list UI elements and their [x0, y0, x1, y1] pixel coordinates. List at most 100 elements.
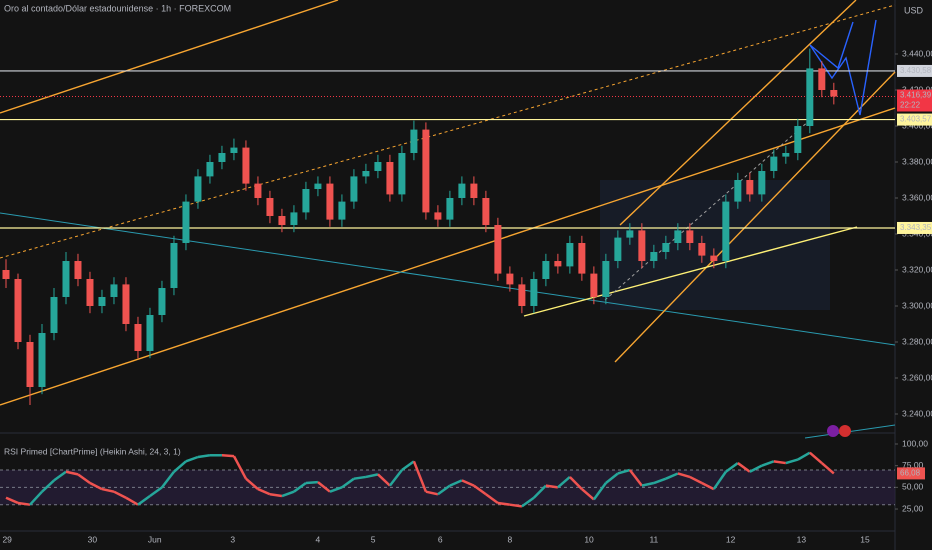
candle-body [362, 171, 370, 177]
candle-body [722, 201, 730, 261]
candle-body [686, 230, 694, 243]
rsi-y-tick-label: 50,00 [902, 482, 924, 492]
trend-line [619, 0, 857, 226]
y-tick-label: 3.300,00 [902, 300, 932, 310]
x-tick-label: 3 [230, 534, 235, 544]
candle-body [602, 261, 610, 297]
rsi-segment [185, 455, 199, 463]
trend-line [0, 0, 339, 114]
rsi-segment [341, 477, 355, 489]
rsi-segment [317, 481, 331, 493]
rsi-segment [257, 487, 271, 496]
rsi-segment [269, 493, 283, 498]
candle-body [614, 237, 622, 261]
rsi-segment [437, 484, 451, 496]
candle-body [758, 171, 766, 195]
candle-body [530, 279, 538, 306]
candle-body [746, 180, 754, 195]
trend-line [0, 107, 896, 406]
rsi-segment [725, 462, 739, 473]
rsi-segment [245, 477, 259, 491]
rsi-y-tick-label: 25,00 [902, 503, 924, 513]
candle-body [242, 147, 250, 184]
rsi-segment [281, 490, 295, 498]
candle-body [446, 198, 454, 220]
rsi-segment [149, 486, 163, 498]
x-tick-label: 10 [584, 534, 594, 544]
candle-body [470, 183, 478, 198]
candle-body [806, 68, 814, 126]
rsi-segment [592, 482, 607, 501]
candle-body [50, 297, 58, 333]
y-tick-label: 3.440,00 [902, 48, 932, 58]
candle-body [14, 279, 22, 342]
candle-body [494, 225, 502, 274]
rsi-segment [521, 496, 535, 508]
rsi-segment [53, 470, 67, 482]
x-tick-label: 13 [797, 534, 807, 544]
candle-body [638, 230, 646, 261]
x-tick-label: 8 [508, 534, 513, 544]
rsi-segment [749, 464, 763, 473]
rsi-segment [5, 496, 19, 505]
candle-body [734, 180, 742, 202]
rsi-segment [628, 469, 643, 487]
candle-body [278, 216, 286, 225]
x-tick-label: 11 [649, 534, 658, 544]
rsi-segment [581, 488, 595, 501]
trend-line [0, 4, 896, 259]
rsi-segment [532, 484, 547, 499]
rsi-segment [785, 458, 799, 465]
candle-body [626, 230, 634, 238]
candle-body [230, 147, 238, 153]
y-tick-label: 3.280,00 [902, 336, 932, 346]
event-icons [827, 425, 851, 437]
candle-body [206, 162, 214, 177]
chart-title: Oro al contado/Dólar estadounidense · 1h… [4, 3, 231, 13]
candle-body [86, 279, 94, 306]
rsi-segment [677, 472, 691, 479]
level-label: 3.403,57 [900, 115, 932, 124]
rsi-segment [388, 469, 403, 487]
candle-body [26, 342, 34, 387]
candle-body [434, 212, 442, 220]
rsi-segment [545, 484, 559, 489]
candle-body [146, 315, 154, 351]
x-tick-label: 15 [860, 534, 870, 544]
rsi-segment [113, 490, 127, 499]
rsi-segment [605, 472, 619, 484]
rsi-segment [41, 479, 55, 493]
rsi-segment [617, 468, 631, 475]
y-tick-label: 3.320,00 [902, 264, 932, 274]
candle-body [782, 153, 790, 157]
last-price-bg [897, 89, 932, 112]
candle-body [254, 183, 262, 198]
candle-body [314, 183, 322, 189]
rsi-segment [377, 473, 391, 487]
candle-body [518, 284, 526, 306]
rsi-segment [329, 486, 343, 493]
candle-body [830, 90, 838, 97]
drawings [0, 0, 896, 439]
candle-body [458, 183, 466, 198]
level-label-bg [897, 221, 932, 234]
rsi-segment [821, 462, 835, 475]
rsi-segment [137, 495, 151, 506]
last-price-label: 3.416,39 [900, 91, 932, 100]
rsi-segment [305, 480, 319, 485]
trend-line [0, 212, 896, 346]
candle-body [698, 243, 706, 256]
candle-body [134, 324, 142, 351]
candle-body [266, 198, 274, 216]
candle-body [770, 156, 778, 171]
y-tick-label: 3.380,00 [902, 156, 932, 166]
level-label-bg [897, 64, 932, 77]
rsi-segment [65, 470, 79, 476]
candle-body [170, 243, 178, 288]
candle-body [302, 189, 310, 213]
candle-body [554, 261, 562, 267]
projection-arrow [809, 21, 854, 70]
x-tick-label: 29 [2, 534, 12, 544]
candle-body [506, 273, 514, 285]
candle-body [110, 284, 118, 297]
